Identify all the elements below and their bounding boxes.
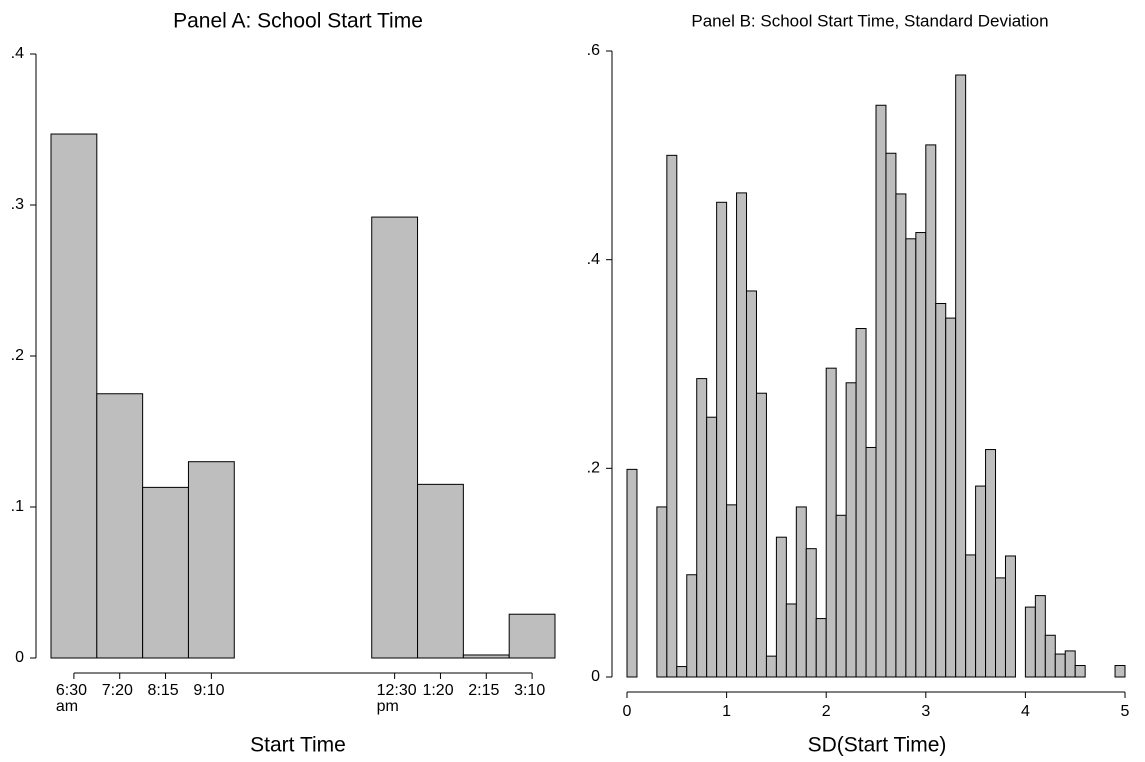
bar — [96, 393, 144, 659]
x-tick-label: 3:10 — [514, 682, 545, 699]
bar — [1024, 606, 1036, 678]
bar — [706, 416, 718, 678]
bar — [508, 613, 556, 659]
bar — [825, 367, 837, 678]
x-tick-label: 2:15 — [468, 682, 499, 699]
bar — [795, 506, 807, 678]
bar — [965, 554, 977, 678]
bar — [875, 104, 887, 678]
bar — [765, 655, 777, 678]
x-tick-label: 12:30 pm — [377, 682, 417, 715]
panel-a-title: Panel A: School Start Time — [173, 10, 423, 33]
bar — [905, 238, 917, 678]
bar — [815, 618, 827, 678]
bar — [1004, 555, 1016, 678]
bar — [845, 382, 857, 678]
bar — [945, 317, 957, 678]
bar — [915, 232, 927, 678]
bar — [626, 468, 638, 678]
bar — [736, 192, 748, 678]
bar — [746, 290, 757, 678]
bar — [666, 154, 678, 678]
bar — [1074, 665, 1086, 678]
bar — [1114, 665, 1126, 678]
bar — [716, 201, 728, 678]
bar — [50, 133, 98, 659]
x-tick-label: 5 — [1121, 703, 1130, 720]
bar — [935, 302, 947, 678]
bar — [686, 574, 698, 678]
x-tick-label: 1:20 — [422, 682, 453, 699]
x-tick-label: 2 — [822, 703, 831, 720]
bar — [656, 506, 668, 678]
bar — [835, 514, 847, 678]
x-tick-label: 1 — [722, 703, 731, 720]
bar — [1054, 653, 1066, 678]
bar — [1064, 650, 1076, 678]
bar — [785, 603, 797, 678]
bar — [885, 152, 897, 678]
bar — [696, 378, 708, 678]
x-tick-label: 9:10 — [193, 682, 224, 699]
y-tick-label: .2 — [11, 347, 24, 364]
bar — [775, 536, 787, 678]
bar — [985, 449, 997, 678]
bar — [187, 461, 235, 659]
bar — [755, 392, 767, 678]
bar — [142, 486, 189, 659]
x-tick-label: 7:20 — [102, 682, 133, 699]
y-tick-label: 0 — [591, 668, 600, 685]
x-tick-label: 6:30 am — [56, 682, 87, 715]
bar — [805, 548, 817, 678]
panel-b-x-title: SD(Start Time) — [808, 734, 947, 757]
bar — [865, 446, 877, 678]
bar — [855, 328, 867, 678]
bar — [462, 654, 510, 659]
y-tick-label: 0 — [15, 649, 24, 666]
bar — [975, 485, 987, 678]
y-tick-label: .3 — [11, 196, 24, 213]
bar — [925, 144, 937, 678]
bar — [955, 74, 967, 678]
y-tick-label: .4 — [11, 45, 24, 62]
bar — [417, 483, 464, 659]
bar — [676, 666, 688, 678]
x-tick-label: 4 — [1021, 703, 1030, 720]
panel-a-x-title: Start Time — [250, 734, 346, 757]
x-tick-label: 0 — [623, 703, 632, 720]
bar — [995, 577, 1006, 678]
bar — [1044, 634, 1056, 678]
x-tick-label: 8:15 — [148, 682, 179, 699]
y-tick-label: .1 — [11, 498, 24, 515]
bar — [895, 193, 907, 678]
bar — [1034, 595, 1046, 678]
bar — [371, 216, 419, 659]
x-tick-label: 3 — [921, 703, 930, 720]
panel-b-title: Panel B: School Start Time, Standard Dev… — [691, 11, 1048, 30]
y-tick-label: .2 — [587, 460, 600, 477]
y-tick-label: .6 — [587, 42, 600, 59]
y-tick-label: .4 — [587, 251, 600, 268]
bar — [726, 504, 738, 678]
